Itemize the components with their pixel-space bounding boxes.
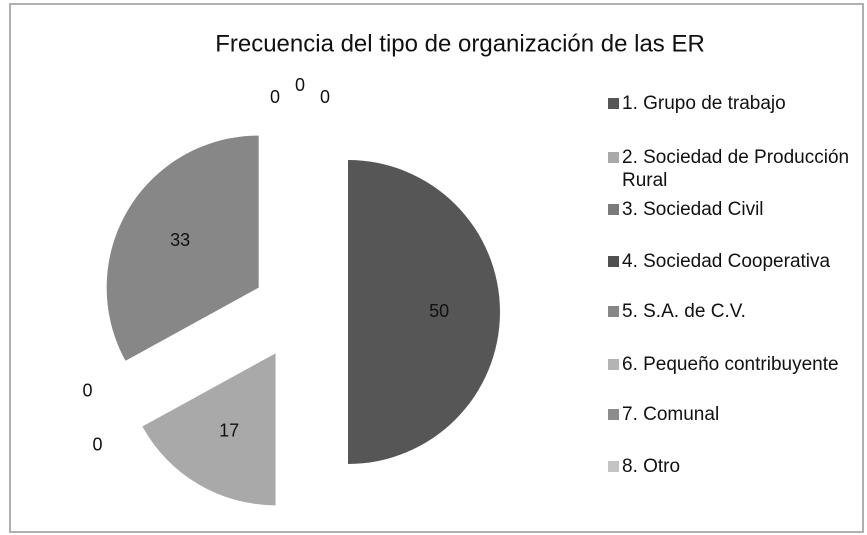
data-label: 0: [320, 87, 330, 107]
data-label: 17: [219, 421, 239, 441]
legend-item: 2. Sociedad de Producción Rural: [608, 146, 858, 192]
legend-item: 5. S.A. de C.V.: [608, 300, 858, 323]
pie-slice: [348, 160, 500, 464]
legend-item: 7. Comunal: [608, 403, 858, 426]
chart-title: Frecuencia del tipo de organización de l…: [215, 30, 705, 57]
legend-swatch: [608, 256, 619, 267]
legend-item: 4. Sociedad Cooperativa: [608, 250, 858, 273]
legend-swatch: [608, 204, 619, 215]
data-label: 0: [82, 381, 92, 401]
legend-item: 8. Otro: [608, 455, 858, 478]
legend-item: 6. Pequeño contribuyente: [608, 353, 858, 376]
legend-label: 3. Sociedad Civil: [622, 199, 764, 220]
legend-label: 4. Sociedad Cooperativa: [622, 251, 831, 272]
legend-item: 3. Sociedad Civil: [608, 198, 858, 221]
legend-swatch: [608, 306, 619, 317]
legend-label: 6. Pequeño contribuyente: [622, 354, 839, 375]
pie-slice: [142, 353, 276, 506]
data-label: 50: [429, 301, 449, 321]
legend-label: 8. Otro: [622, 456, 681, 477]
legend-label: 5. S.A. de C.V.: [622, 301, 746, 322]
legend-label: 2. Sociedad de Producción Rural: [622, 147, 850, 191]
legend-label: 1. Grupo de trabajo: [622, 93, 786, 114]
data-label: 0: [295, 75, 305, 95]
legend-label: 7. Comunal: [622, 404, 720, 425]
data-label: 33: [170, 230, 190, 250]
legend-swatch: [608, 409, 619, 420]
pie-slice: [106, 135, 259, 361]
legend-swatch: [608, 98, 619, 109]
legend-swatch: [608, 152, 619, 163]
data-label: 0: [92, 435, 102, 455]
legend-swatch: [608, 359, 619, 370]
legend-item: 1. Grupo de trabajo: [608, 92, 858, 115]
data-label: 0: [270, 87, 280, 107]
legend-swatch: [608, 461, 619, 472]
